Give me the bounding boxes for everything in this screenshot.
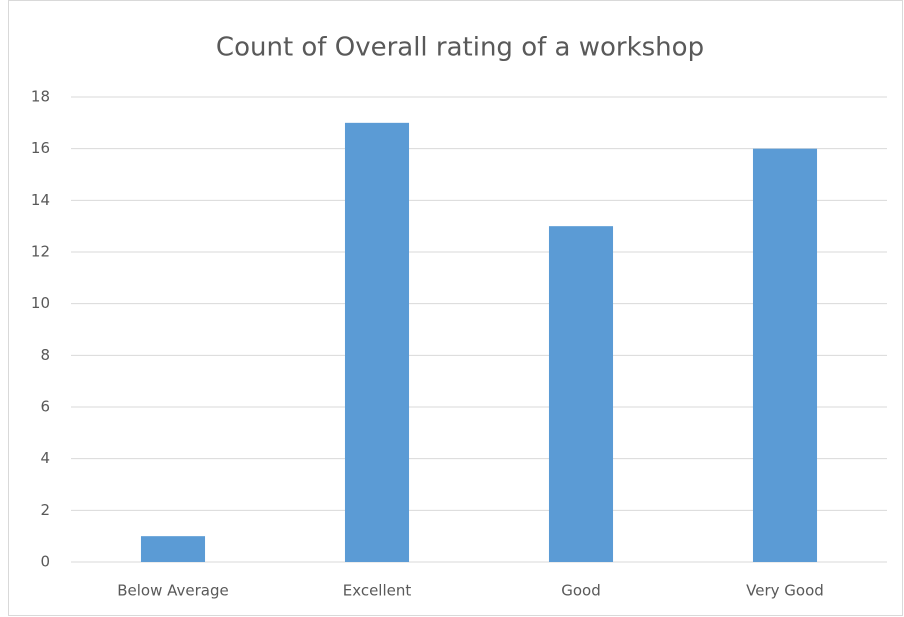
x-tick-label: Good — [561, 582, 601, 600]
y-tick-label: 10 — [31, 294, 50, 312]
bar — [752, 148, 818, 562]
y-tick-label: 18 — [31, 88, 50, 106]
x-tick-label: Excellent — [343, 582, 412, 600]
y-tick-label: 0 — [40, 553, 50, 571]
y-tick-label: 4 — [40, 449, 50, 467]
bar — [140, 536, 206, 562]
x-tick-label: Below Average — [117, 582, 229, 600]
y-tick-label: 6 — [40, 398, 50, 416]
y-tick-label: 8 — [40, 346, 50, 364]
bar — [548, 226, 614, 562]
y-tick-label: 12 — [31, 243, 50, 261]
x-tick-label: Very Good — [746, 582, 824, 600]
y-tick-label: 2 — [40, 501, 50, 519]
y-tick-label: 16 — [31, 139, 50, 157]
bar — [344, 122, 410, 562]
chart-title: Count of Overall rating of a workshop — [216, 33, 704, 63]
y-tick-label: 14 — [31, 191, 50, 209]
